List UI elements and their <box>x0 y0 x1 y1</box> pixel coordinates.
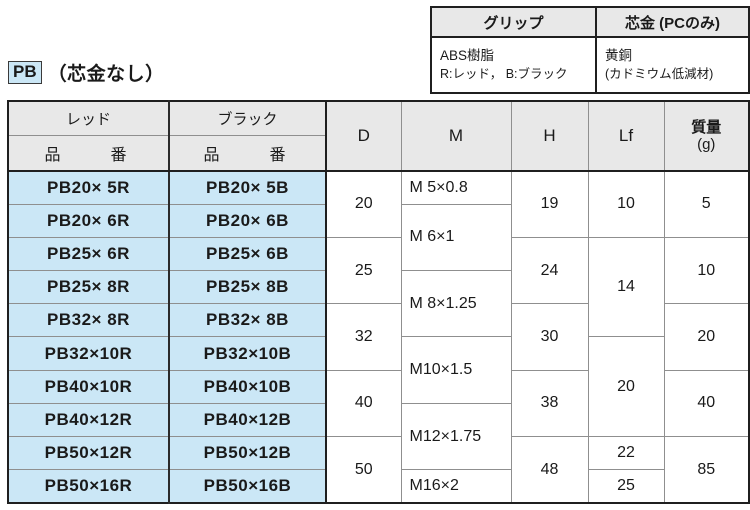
table-row: PB50×12R PB50×12B 50 48 22 85 <box>7 435 750 504</box>
lf-value: 14 <box>587 236 665 338</box>
part-number-red: PB20× 5R <box>7 170 170 205</box>
m-value: M 6×1 <box>400 203 512 272</box>
lf-value: 22 <box>587 435 665 471</box>
part-number-red: PB40×10R <box>7 369 170 404</box>
h-value: 48 <box>510 436 589 504</box>
part-number-red: PB50×12R <box>7 435 170 471</box>
grip-material-cell: ABS樹脂 R:レッド， B:ブラック <box>430 36 597 94</box>
column-header-h: H <box>510 100 589 172</box>
part-number-black: PB32× 8B <box>168 303 327 338</box>
part-number-black: PB40×12B <box>168 402 327 438</box>
part-number-black: PB50×12B <box>168 435 327 471</box>
d-value: 20 <box>325 170 402 238</box>
part-number-black: PB20× 6B <box>168 203 327 238</box>
part-number-black: PB32×10B <box>168 336 327 371</box>
table-row: PB32×10R PB32×10B M10×1.5 20 <box>7 336 749 437</box>
core-metal-header: 芯金 (PCのみ) <box>595 6 750 38</box>
part-number-black: PB20× 5B <box>168 170 327 205</box>
part-number-red: PB25× 6R <box>7 236 170 272</box>
table-row: PB40×10R PB40×10B 40 38 40 <box>7 369 750 438</box>
lf-value: 20 <box>587 336 665 437</box>
mass-header-unit: (g) <box>697 136 716 153</box>
spec-table: レッド ブラック D M H Lf 質量 (g) 品 番 品 番 PB20× 5… <box>7 100 750 504</box>
column-header-d: D <box>325 100 402 172</box>
table-row: PB20× 5R PB20× 5B 20 M 5×0.8 19 10 5 <box>7 170 750 238</box>
material-info-row: ABS樹脂 R:レッド， B:ブラック 黄銅 (カドミウム低減材) <box>430 36 750 94</box>
mass-value: 10 <box>663 236 750 305</box>
core-material-note: (カドミウム低減材) <box>605 66 714 81</box>
part-number-black: PB25× 8B <box>168 270 327 305</box>
part-number-black: PB40×10B <box>168 369 327 404</box>
part-number-black: PB25× 6B <box>168 236 327 272</box>
column-header-m: M <box>400 100 512 172</box>
series-title-suffix: （芯金なし） <box>47 64 165 85</box>
m-value: M12×1.75 <box>400 402 512 471</box>
part-number-black: PB50×16B <box>168 469 327 504</box>
m-value: M16×2 <box>400 469 512 504</box>
mass-value: 20 <box>663 303 750 371</box>
series-code-badge: PB <box>8 60 42 85</box>
column-header-lf: Lf <box>587 100 665 172</box>
mass-value: 85 <box>663 436 750 504</box>
table-row: PB25× 8R PB25× 8B M 8×1.25 <box>7 270 749 338</box>
lf-value: 25 <box>587 469 665 504</box>
part-number-red: PB32×10R <box>7 336 170 371</box>
core-material-cell: 黄銅 (カドミウム低減材) <box>595 36 750 94</box>
h-value: 30 <box>510 303 589 371</box>
column-header-red: レッド <box>7 100 170 136</box>
part-number-red: PB20× 6R <box>7 203 170 238</box>
part-number-red: PB50×16R <box>7 469 170 504</box>
d-value: 25 <box>325 236 402 305</box>
column-header-black: ブラック <box>168 100 327 136</box>
part-number-red: PB25× 8R <box>7 270 170 305</box>
column-header-mass: 質量 (g) <box>663 100 750 172</box>
table-row: PB20× 6R PB20× 6B M 6×1 <box>7 203 749 272</box>
m-value: M 5×0.8 <box>400 170 512 205</box>
m-value: M10×1.5 <box>400 336 512 404</box>
part-number-header-black: 品 番 <box>168 134 327 172</box>
table-row: PB50×16R PB50×16B M16×2 25 <box>7 469 749 504</box>
material-info-table: グリップ 芯金 (PCのみ) ABS樹脂 R:レッド， B:ブラック 黄銅 (カ… <box>430 6 750 94</box>
table-row: PB40×12R PB40×12B M12×1.75 <box>7 402 749 471</box>
lf-value: 10 <box>587 170 665 238</box>
m-value: M 8×1.25 <box>400 270 512 338</box>
grip-material: ABS樹脂 <box>440 48 495 64</box>
d-value: 50 <box>325 436 402 504</box>
table-row: PB32× 8R PB32× 8B 32 30 20 <box>7 303 750 371</box>
h-value: 19 <box>510 170 589 238</box>
mass-value: 40 <box>663 369 750 438</box>
table-row: PB25× 6R PB25× 6B 25 24 14 10 <box>7 236 750 338</box>
mass-header-label: 質量 <box>691 118 722 136</box>
h-value: 38 <box>510 369 589 438</box>
part-number-red: PB40×12R <box>7 402 170 438</box>
series-title: PB （芯金なし） <box>8 59 165 86</box>
part-number-header-red: 品 番 <box>7 134 170 172</box>
d-value: 32 <box>325 303 402 371</box>
d-value: 40 <box>325 369 402 438</box>
core-material: 黄銅 <box>605 48 632 64</box>
mass-value: 5 <box>663 170 750 238</box>
part-number-red: PB32× 8R <box>7 303 170 338</box>
h-value: 24 <box>510 236 589 305</box>
grip-color-codes: R:レッド， B:ブラック <box>440 66 568 81</box>
grip-header: グリップ <box>430 6 597 38</box>
